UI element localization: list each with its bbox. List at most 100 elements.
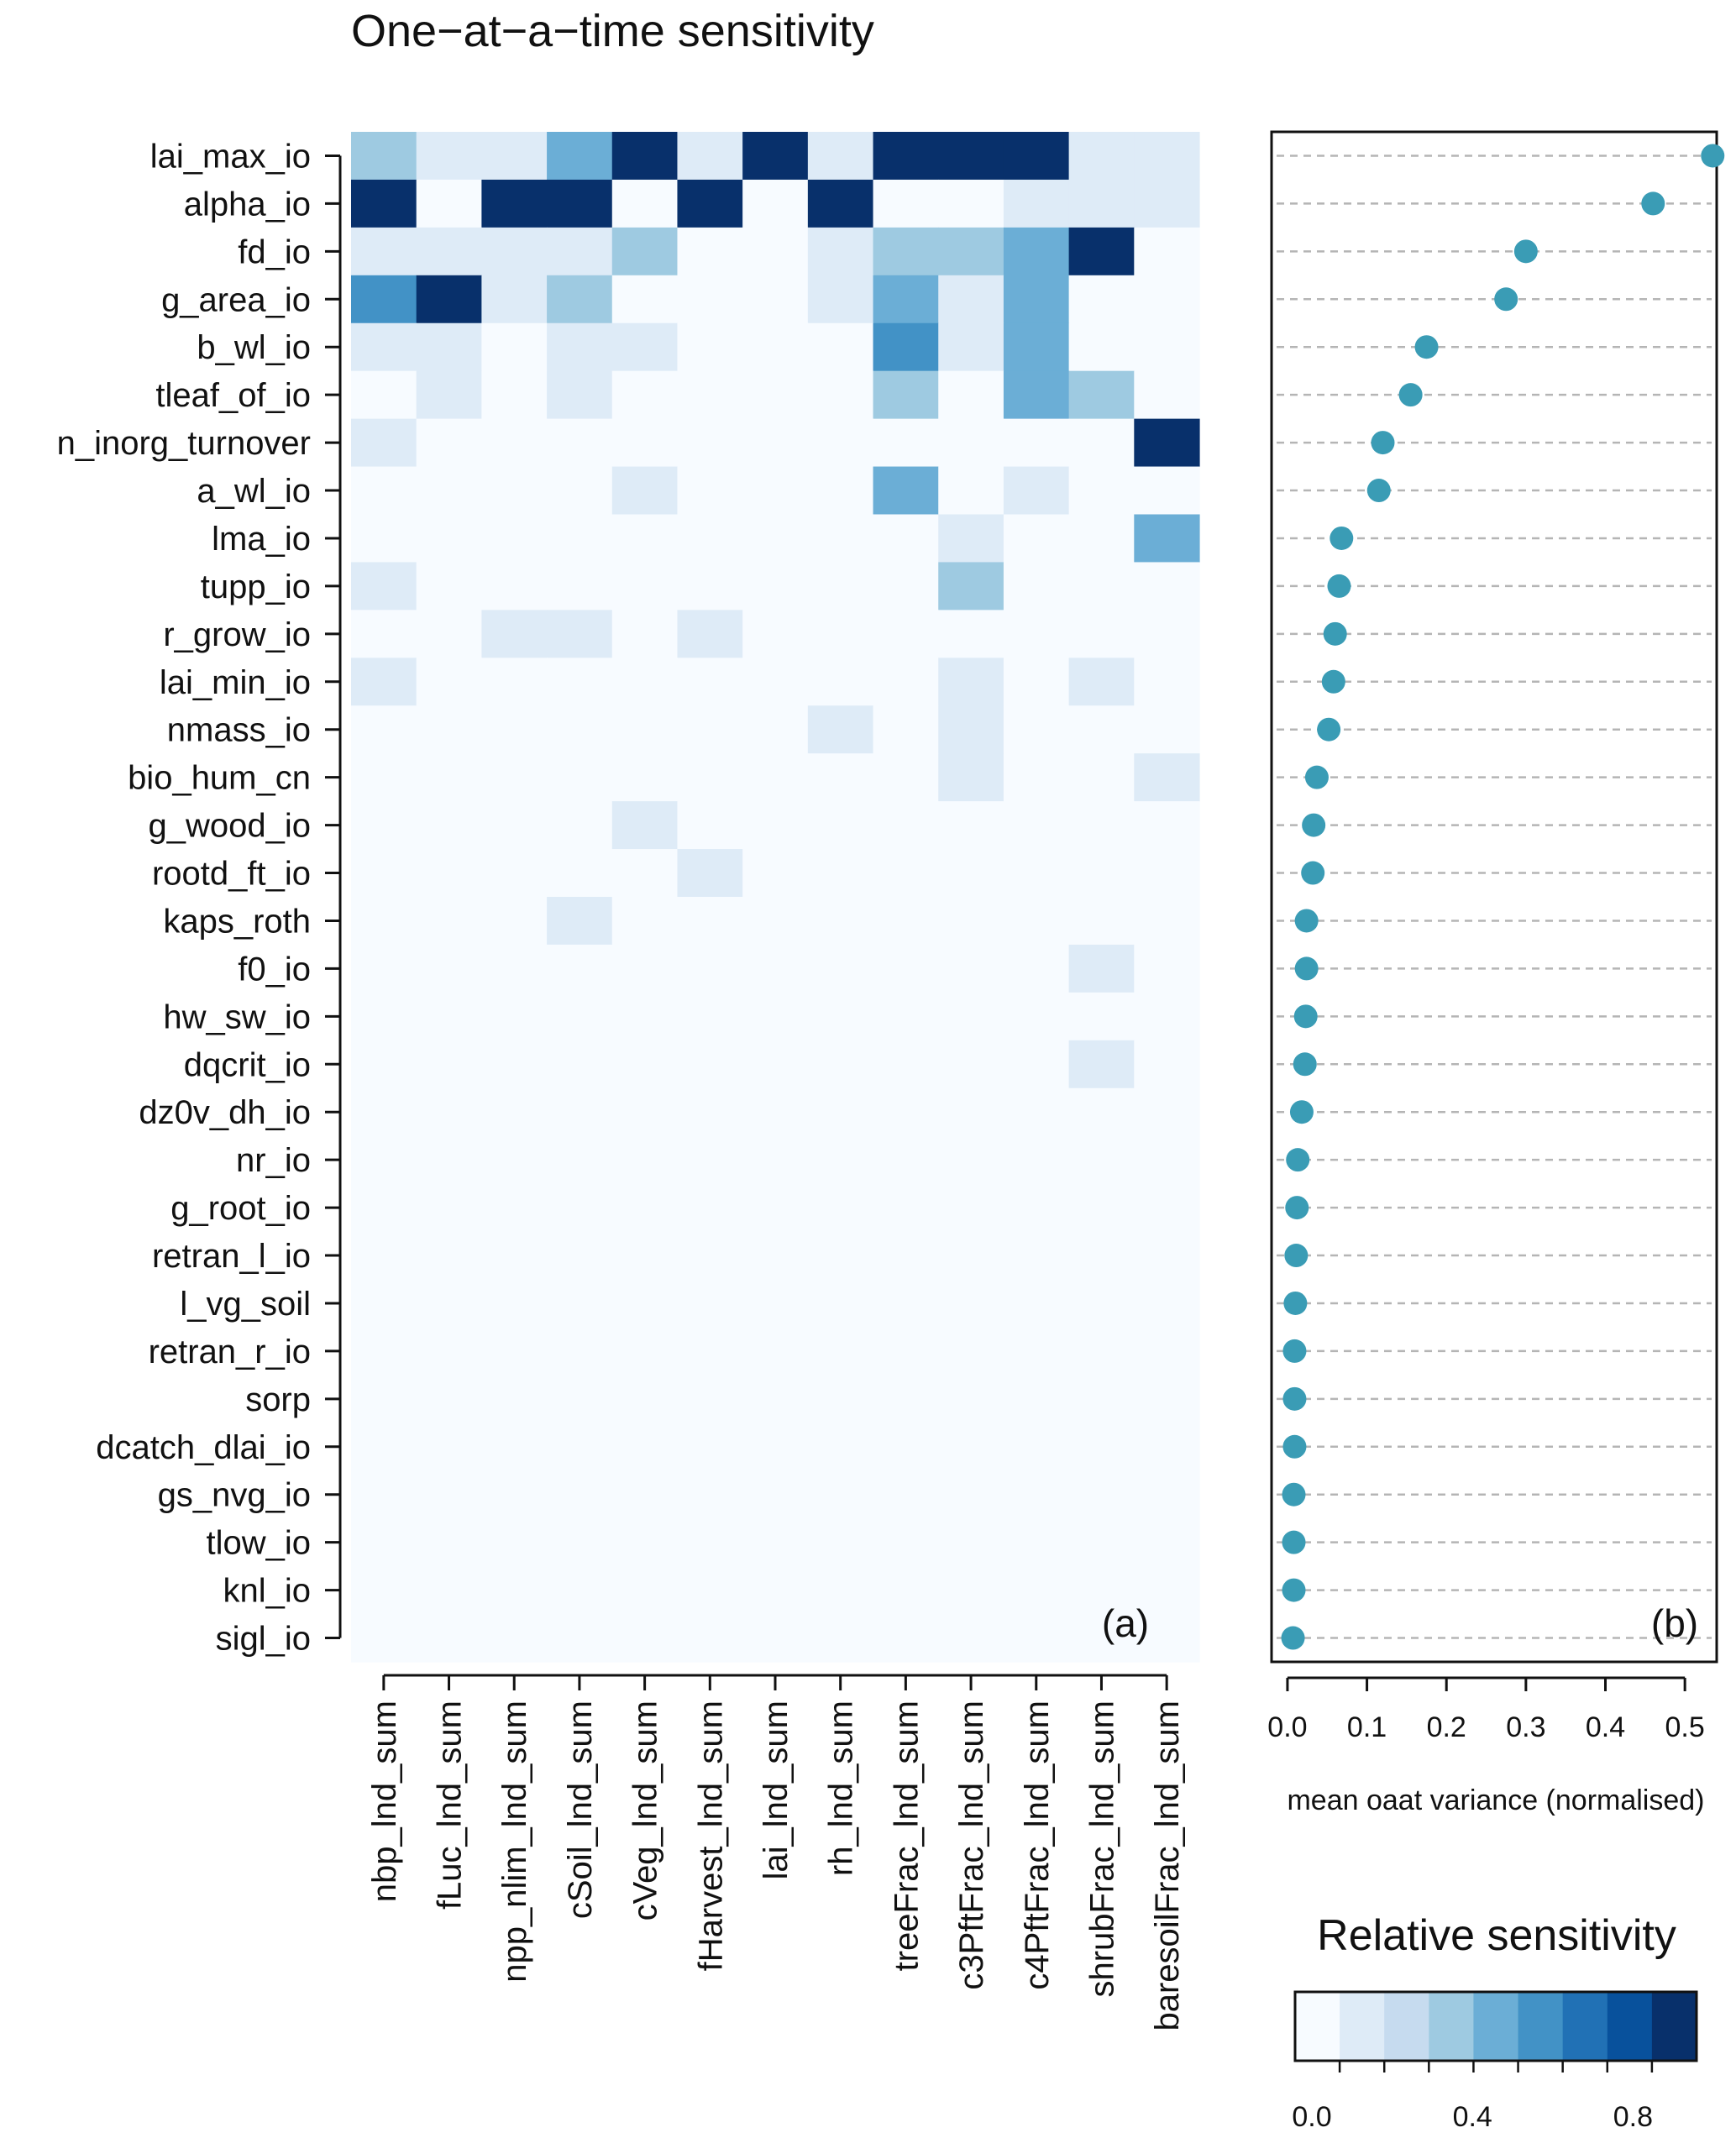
heatmap-cell-f0_io-nbp_lnd_sum (351, 944, 417, 993)
heatmap-cell-f0_io-fLuc_lnd_sum (416, 944, 482, 993)
heatmap-cell-b_wl_io-cSoil_lnd_sum (547, 322, 613, 372)
heatmap-cell-fd_io-c3PftFrac_lnd_sum (938, 227, 1004, 276)
legend-swatch (1473, 1992, 1519, 2061)
heatmap-cell-g_area_io-npp_nlim_lnd_sum (481, 275, 548, 324)
heatmap-cell-kaps_roth-rh_lnd_sum (807, 897, 874, 946)
row-label-tupp_io: tupp_io (201, 569, 311, 605)
panel-label-a: (a) (1102, 1601, 1149, 1645)
dotplot-point-b_wl_io (1414, 335, 1439, 359)
heatmap-cell-sorp-treeFrac_lnd_sum (873, 1375, 939, 1423)
heatmap-cell-a_wl_io-nbp_lnd_sum (351, 466, 417, 516)
heatmap-cell-nmass_io-cVeg_lnd_sum (611, 705, 679, 754)
heatmap-cell-dqcrit_io-c3PftFrac_lnd_sum (938, 1040, 1004, 1089)
heatmap-cell-dqcrit_io-nbp_lnd_sum (351, 1040, 417, 1089)
heatmap-cell-g_wood_io-fLuc_lnd_sum (416, 801, 482, 850)
heatmap-cell-r_grow_io-cVeg_lnd_sum (611, 610, 679, 658)
heatmap-cell-rootd_ft_io-shrubFrac_lnd_sum (1068, 849, 1135, 898)
row-label-rootd_ft_io: rootd_ft_io (152, 856, 311, 893)
heatmap-cell-a_wl_io-cVeg_lnd_sum (611, 466, 679, 516)
heatmap-cell-knl_io-fLuc_lnd_sum (416, 1566, 482, 1615)
heatmap-cell-g_area_io-cVeg_lnd_sum (611, 275, 679, 324)
heatmap-cell-knl_io-treeFrac_lnd_sum (873, 1566, 939, 1615)
heatmap-cell-r_grow_io-c3PftFrac_lnd_sum (938, 610, 1004, 658)
heatmap-cell-r_grow_io-cSoil_lnd_sum (547, 610, 613, 658)
heatmap-cell-n_inorg_turnover-rh_lnd_sum (807, 418, 874, 468)
heatmap-cell-tupp_io-lai_lnd_sum (742, 562, 809, 610)
heatmap-cell-nmass_io-baresoilFrac_lnd_sum (1134, 705, 1200, 754)
heatmap-cell-gs_nvg_io-cSoil_lnd_sum (547, 1470, 613, 1519)
heatmap-cell-hw_sw_io-baresoilFrac_lnd_sum (1134, 992, 1200, 1041)
heatmap-cell-sigl_io-cSoil_lnd_sum (547, 1614, 613, 1663)
heatmap-cell-dcatch_dlai_io-cVeg_lnd_sum (611, 1423, 679, 1471)
heatmap-cell-g_area_io-baresoilFrac_lnd_sum (1134, 275, 1200, 324)
heatmap-cell-l_vg_soil-fLuc_lnd_sum (416, 1279, 482, 1328)
legend-swatch (1518, 1992, 1564, 2061)
heatmap-cell-retran_l_io-cVeg_lnd_sum (611, 1231, 679, 1281)
heatmap-cell-lai_max_io-nbp_lnd_sum (351, 132, 417, 181)
dotplot-tick-label: 0.0 (1267, 1711, 1307, 1743)
heatmap-cell-lma_io-lai_lnd_sum (742, 514, 809, 563)
heatmap-cell-sigl_io-baresoilFrac_lnd_sum (1134, 1614, 1200, 1663)
heatmap-cell-kaps_roth-cSoil_lnd_sum (547, 897, 613, 946)
heatmap-cell-g_root_io-nbp_lnd_sum (351, 1183, 417, 1233)
heatmap-cell-dz0v_dh_io-rh_lnd_sum (807, 1087, 874, 1137)
row-label-b_wl_io: b_wl_io (197, 329, 311, 366)
heatmap-cell-dqcrit_io-treeFrac_lnd_sum (873, 1040, 939, 1089)
legend-title: Relative sensitivity (1317, 1911, 1676, 1960)
heatmap-cell-rootd_ft_io-treeFrac_lnd_sum (873, 849, 939, 898)
heatmap-cell-r_grow_io-fHarvest_lnd_sum (677, 610, 743, 658)
heatmap-cell-retran_r_io-shrubFrac_lnd_sum (1068, 1327, 1135, 1376)
heatmap-cell-tupp_io-fHarvest_lnd_sum (677, 562, 743, 610)
dotplot-point-g_area_io (1494, 287, 1518, 312)
legend-tick-label: 0.8 (1613, 2101, 1653, 2133)
heatmap-cell-retran_l_io-fHarvest_lnd_sum (677, 1231, 743, 1281)
heatmap-cell-n_inorg_turnover-cSoil_lnd_sum (547, 418, 613, 468)
row-label-tlow_io: tlow_io (206, 1525, 311, 1562)
heatmap-cell-sorp-shrubFrac_lnd_sum (1068, 1375, 1135, 1423)
heatmap-cell-tlow_io-cVeg_lnd_sum (611, 1518, 679, 1567)
heatmap-cell-alpha_io-fLuc_lnd_sum (416, 179, 482, 228)
heatmap-cell-tleaf_of_io-rh_lnd_sum (807, 370, 874, 420)
dotplot-points (1281, 144, 1725, 1650)
heatmap-cell-retran_l_io-cSoil_lnd_sum (547, 1231, 613, 1281)
heatmap-cell-l_vg_soil-shrubFrac_lnd_sum (1068, 1279, 1135, 1328)
heatmap-cell-bio_hum_cn-cSoil_lnd_sum (547, 753, 613, 802)
heatmap-cell-fd_io-cVeg_lnd_sum (611, 227, 679, 276)
heatmap-cell-dcatch_dlai_io-nbp_lnd_sum (351, 1423, 417, 1471)
heatmap-cell-f0_io-c4PftFrac_lnd_sum (1003, 944, 1070, 993)
heatmap-cell-knl_io-shrubFrac_lnd_sum (1068, 1566, 1135, 1615)
heatmap-cell-dz0v_dh_io-treeFrac_lnd_sum (873, 1087, 939, 1137)
heatmap-cell-lai_min_io-nbp_lnd_sum (351, 658, 417, 706)
heatmap-panel: lai_max_io alpha_io fd_io g_area_io b_wl_iot… (57, 132, 1200, 2031)
heatmap-cell-tleaf_of_io-lai_lnd_sum (742, 370, 809, 420)
heatmap-cell-tupp_io-npp_nlim_lnd_sum (481, 562, 548, 610)
row-label-lai_min_io: lai_min_io (160, 664, 311, 701)
heatmap-cell-kaps_roth-fLuc_lnd_sum (416, 897, 482, 946)
heatmap-cell-gs_nvg_io-fLuc_lnd_sum (416, 1470, 482, 1519)
heatmap-cell-f0_io-shrubFrac_lnd_sum (1068, 944, 1135, 993)
heatmap-cell-lai_max_io-cVeg_lnd_sum (611, 132, 679, 181)
heatmap-cell-lma_io-nbp_lnd_sum (351, 514, 417, 563)
heatmap-cell-dz0v_dh_io-cSoil_lnd_sum (547, 1087, 613, 1137)
row-label-l_vg_soil: l_vg_soil (180, 1286, 311, 1323)
heatmap-cell-dqcrit_io-cVeg_lnd_sum (611, 1040, 679, 1089)
dotplot-point-gs_nvg_io (1282, 1482, 1306, 1507)
chart-title: One−at−a−time sensitivity (351, 6, 874, 56)
heatmap-cell-dqcrit_io-lai_lnd_sum (742, 1040, 809, 1089)
heatmap-cell-tlow_io-nbp_lnd_sum (351, 1518, 417, 1567)
heatmap-cell-hw_sw_io-npp_nlim_lnd_sum (481, 992, 548, 1041)
heatmap-cell-dcatch_dlai_io-fLuc_lnd_sum (416, 1423, 482, 1471)
heatmap-cell-nr_io-cSoil_lnd_sum (547, 1135, 613, 1185)
heatmap-cell-hw_sw_io-treeFrac_lnd_sum (873, 992, 939, 1041)
heatmap-cell-sigl_io-lai_lnd_sum (742, 1614, 809, 1663)
heatmap-cell-dz0v_dh_io-c4PftFrac_lnd_sum (1003, 1087, 1070, 1137)
heatmap-cell-nmass_io-c4PftFrac_lnd_sum (1003, 705, 1070, 754)
heatmap-cell-nmass_io-fHarvest_lnd_sum (677, 705, 743, 754)
heatmap-cell-sorp-lai_lnd_sum (742, 1375, 809, 1423)
heatmap-cell-g_root_io-cSoil_lnd_sum (547, 1183, 613, 1233)
row-label-lma_io: lma_io (212, 521, 311, 558)
row-label-g_root_io: g_root_io (170, 1190, 311, 1227)
heatmap-cell-nmass_io-treeFrac_lnd_sum (873, 705, 939, 754)
heatmap-cell-nr_io-fLuc_lnd_sum (416, 1135, 482, 1185)
heatmap-cell-b_wl_io-fHarvest_lnd_sum (677, 322, 743, 372)
